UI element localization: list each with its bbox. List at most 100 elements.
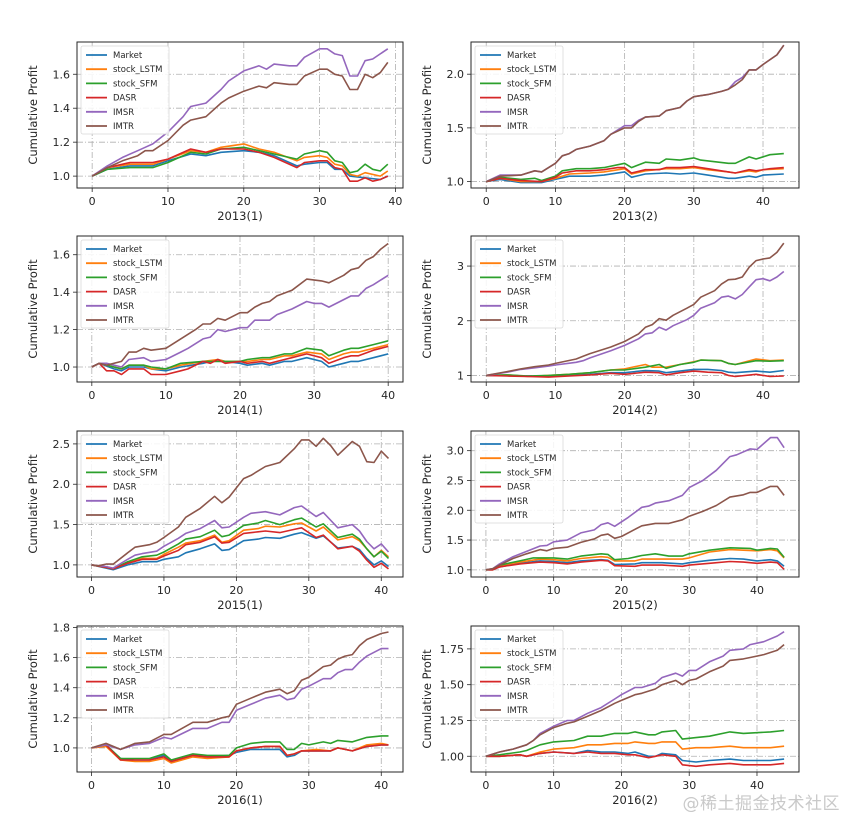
series-line-stock_SFM xyxy=(91,735,389,761)
series-line-IMTR xyxy=(91,61,389,177)
legend-label-stock_SFM: stock_SFM xyxy=(113,663,157,673)
legend-label-IMTR: IMTR xyxy=(113,511,134,521)
watermark: @稀土掘金技术社区 xyxy=(682,794,840,814)
x-tick-label: 0 xyxy=(88,584,95,597)
series-line-IMTR xyxy=(485,643,785,758)
x-tick-label: 0 xyxy=(88,389,95,402)
legend-label-Market: Market xyxy=(507,440,537,450)
series-line-IMSR xyxy=(485,436,785,571)
y-tick-label: 1.00 xyxy=(440,750,465,763)
series-line-stock_SFM xyxy=(91,146,389,177)
series-line-DASR xyxy=(91,148,389,182)
legend: Market stock_LSTM stock_SFM DASR IMSR IMTR xyxy=(80,45,170,135)
series-line-Market xyxy=(486,171,784,184)
legend-label-IMTR: IMTR xyxy=(507,122,528,132)
x-axis-label: 2015(1) xyxy=(217,598,263,612)
x-tick-label: 40 xyxy=(756,195,770,208)
x-tick-label: 30 xyxy=(302,584,316,597)
legend-label-Market: Market xyxy=(113,635,143,645)
legend-label-Market: Market xyxy=(113,51,143,61)
series-line-DASR xyxy=(91,744,389,763)
y-tick-label: 2.5 xyxy=(53,438,71,451)
x-tick-label: 40 xyxy=(381,389,395,402)
legend-label-Market: Market xyxy=(507,51,537,61)
series-line-stock_SFM xyxy=(485,729,785,758)
axes-frame xyxy=(470,235,800,383)
legend-label-stock_SFM: stock_SFM xyxy=(113,79,157,89)
series-line-stock_SFM xyxy=(485,152,784,183)
x-axis-label: 2016(1) xyxy=(217,793,263,807)
legend: Market stock_LSTM stock_SFM DASR IMSR IMTR xyxy=(474,629,564,719)
y-tick-label: 1.0 xyxy=(447,176,465,189)
x-tick-label: 20 xyxy=(233,389,247,402)
x-tick-label: 0 xyxy=(482,779,489,792)
x-tick-label: 10 xyxy=(548,195,562,208)
subplot-2015(2): 0 10 20 30 40 1.0 1.5 2.0 2.5 3.0 2015(2) Cumulativ… xyxy=(420,430,800,612)
legend-label-IMSR: IMSR xyxy=(507,692,528,702)
series-line-DASR xyxy=(485,559,785,571)
x-tick-label: 40 xyxy=(374,584,388,597)
x-tick-label: 10 xyxy=(159,389,173,402)
x-tick-label: 0 xyxy=(89,195,96,208)
subplot-2014(1): 0 10 20 30 40 1.0 1.2 1.4 1.6 2014(1) Cumulative P… xyxy=(26,235,404,417)
y-tick-label: 2.0 xyxy=(447,68,465,81)
series-line-IMTR xyxy=(485,485,785,571)
y-tick-label: 1.0 xyxy=(53,559,71,572)
subplot-2016(1): 0 10 20 30 40 1.0 1.2 1.4 1.6 1.8 2016(1) Cumulativ… xyxy=(26,622,404,807)
series-line-DASR xyxy=(486,165,784,183)
axes-frame xyxy=(470,430,800,578)
x-tick-label: 0 xyxy=(483,389,490,402)
legend-label-IMTR: IMTR xyxy=(113,706,134,716)
y-tick-label: 1.4 xyxy=(53,286,71,299)
legend: Market stock_LSTM stock_SFM DASR IMSR IMTR xyxy=(80,629,170,719)
legend: Market stock_LSTM stock_SFM DASR IMSR IMTR xyxy=(80,434,170,524)
legend-label-IMTR: IMTR xyxy=(507,706,528,716)
y-axis-label: Cumulative Profit xyxy=(420,454,434,554)
subplot-2013(1): 0 10 20 30 40 1.0 1.2 1.4 1.6 2013(1) Cumulative P… xyxy=(26,41,404,223)
x-tick-label: 30 xyxy=(313,195,327,208)
y-tick-label: 1.75 xyxy=(440,643,465,656)
series-line-IMSR xyxy=(91,48,389,177)
axes-frame xyxy=(76,41,404,189)
y-tick-label: 2.5 xyxy=(447,474,465,487)
y-axis-label: Cumulative Profit xyxy=(26,65,40,165)
y-tick-label: 1.6 xyxy=(53,652,71,665)
series-line-Market xyxy=(91,353,389,372)
y-tick-label: 1.5 xyxy=(447,534,465,547)
legend-label-stock_SFM: stock_SFM xyxy=(113,468,157,478)
legend-label-DASR: DASR xyxy=(507,288,531,298)
legend-label-stock_LSTM: stock_LSTM xyxy=(113,649,162,659)
legend-label-stock_SFM: stock_SFM xyxy=(507,79,551,89)
series-line-IMTR xyxy=(91,631,389,751)
series-line-Market xyxy=(91,149,389,181)
legend-label-stock_LSTM: stock_LSTM xyxy=(507,65,556,75)
legend-label-IMSR: IMSR xyxy=(507,108,528,118)
series-line-stock_LSTM xyxy=(485,548,785,571)
x-tick-label: 30 xyxy=(682,779,696,792)
x-tick-label: 20 xyxy=(614,779,628,792)
series-line-stock_SFM xyxy=(485,547,785,571)
x-axis-label: 2013(1) xyxy=(217,209,263,223)
y-tick-label: 1.4 xyxy=(53,102,71,115)
series-line-IMSR xyxy=(91,505,390,569)
series-line-IMTR xyxy=(485,44,785,183)
x-axis-label: 2013(2) xyxy=(612,209,658,223)
legend-label-stock_LSTM: stock_LSTM xyxy=(507,259,556,269)
series-line-stock_SFM xyxy=(486,359,784,377)
x-axis-label: 2016(2) xyxy=(612,793,658,807)
series-line-DASR xyxy=(485,751,785,768)
legend-label-stock_LSTM: stock_LSTM xyxy=(113,65,162,75)
legend-label-DASR: DASR xyxy=(113,483,137,493)
legend-label-DASR: DASR xyxy=(507,678,531,688)
legend-label-IMSR: IMSR xyxy=(113,692,134,702)
x-tick-label: 20 xyxy=(618,389,632,402)
series-line-IMTR xyxy=(91,437,390,567)
y-tick-label: 1.0 xyxy=(53,361,71,374)
x-tick-label: 10 xyxy=(157,584,171,597)
legend-label-DASR: DASR xyxy=(507,483,531,493)
y-axis-label: Cumulative Profit xyxy=(26,259,40,359)
series-line-IMTR xyxy=(91,242,389,368)
legend-label-stock_SFM: stock_SFM xyxy=(507,273,551,283)
y-axis-label: Cumulative Profit xyxy=(26,649,40,749)
legend-label-IMTR: IMTR xyxy=(507,511,528,521)
